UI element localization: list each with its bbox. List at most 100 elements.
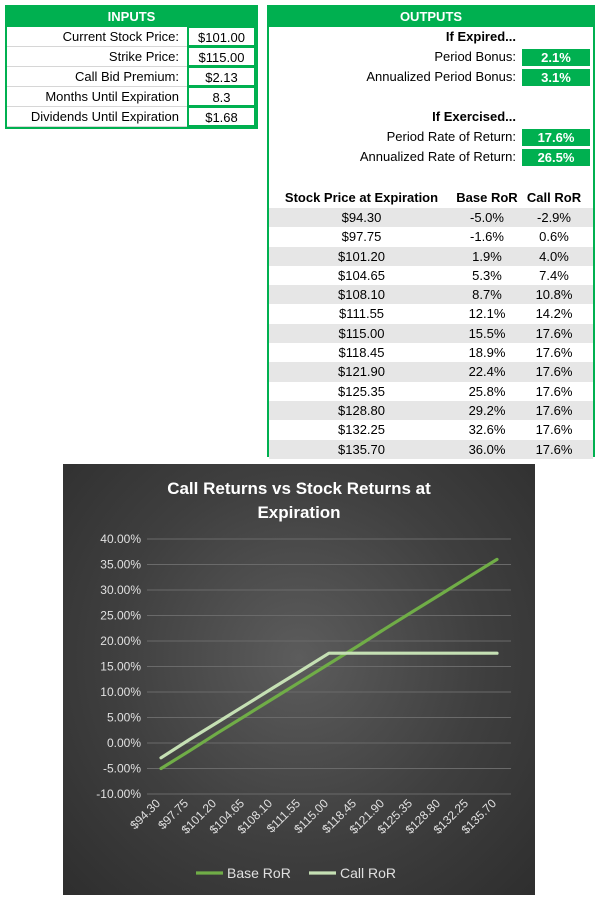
if-expired-heading: If Expired... (445, 29, 516, 44)
y-tick-label: 10.00% (100, 685, 141, 699)
annualized-ror-row: Annualized Rate of Return: 26.5% (269, 147, 593, 167)
stock-price-cell[interactable]: $135.70 (338, 441, 385, 457)
y-tick-label: 40.00% (100, 532, 141, 546)
stock-price-cell[interactable]: $108.10 (338, 287, 385, 303)
column-header-stock-price: Stock Price at Expiration (284, 190, 439, 205)
call-ror-cell[interactable]: 17.6% (535, 345, 573, 361)
y-tick-label: 30.00% (100, 583, 141, 597)
period-ror-value[interactable]: 17.6% (522, 129, 590, 146)
stock-price-cell[interactable]: $104.65 (338, 267, 385, 283)
table-row: $132.25 32.6% 17.6% (269, 420, 593, 439)
x-tick-label: $94.30 (127, 796, 163, 832)
current-stock-price-cell[interactable]: $101.00 (187, 27, 256, 47)
base-ror-cell[interactable]: -5.0% (470, 210, 504, 225)
column-header-call-ror: Call RoR (526, 190, 582, 205)
stock-price-cell[interactable]: $121.90 (338, 364, 385, 380)
base-ror-cell[interactable]: 12.1% (468, 306, 506, 322)
inputs-panel: INPUTS Current Stock Price: $101.00 Stri… (5, 5, 258, 129)
base-ror-cell[interactable]: 1.9% (472, 248, 502, 264)
input-label: Dividends Until Expiration (7, 107, 187, 127)
call-ror-cell[interactable]: 17.6% (535, 383, 573, 399)
call-ror-cell[interactable]: -2.9% (537, 210, 571, 225)
input-row-current-price: Current Stock Price: $101.00 (7, 27, 256, 47)
table-row: $121.90 22.4% 17.6% (269, 362, 593, 382)
returns-table: Stock Price at Expiration Base RoR Call … (269, 188, 593, 459)
base-ror-cell[interactable]: 36.0% (468, 441, 506, 457)
table-row: $108.10 8.7% 10.8% (269, 285, 593, 305)
base-ror-cell[interactable]: -1.6% (470, 229, 504, 245)
if-expired-row: If Expired... (269, 27, 593, 47)
stock-price-cell[interactable]: $97.75 (341, 229, 382, 245)
call-ror-cell[interactable]: 17.6% (535, 441, 573, 457)
base-ror-cell[interactable]: 25.8% (468, 383, 506, 399)
table-row: $118.45 18.9% 17.6% (269, 343, 593, 362)
y-tick-label: 0.00% (107, 736, 141, 750)
legend-base-ror-label: Base RoR (227, 865, 291, 881)
annualized-ror-label: Annualized Rate of Return: (359, 149, 516, 164)
call-ror-cell[interactable]: 17.6% (535, 402, 573, 418)
call-ror-cell[interactable]: 0.6% (539, 229, 569, 245)
input-label: Months Until Expiration (7, 87, 187, 107)
base-ror-cell[interactable]: 29.2% (468, 402, 506, 418)
outputs-panel: OUTPUTS If Expired... Period Bonus: 2.1%… (267, 5, 595, 459)
strike-price-cell[interactable]: $115.00 (187, 47, 256, 67)
annualized-bonus-value[interactable]: 3.1% (522, 69, 590, 86)
base-ror-cell[interactable]: 15.5% (468, 325, 506, 341)
stock-price-cell[interactable]: $132.25 (338, 422, 385, 438)
base-ror-cell[interactable]: 22.4% (468, 364, 506, 380)
stock-price-cell[interactable]: $128.80 (338, 402, 385, 418)
inputs-header: INPUTS (7, 7, 256, 27)
base-ror-line (159, 557, 499, 771)
base-ror-cell[interactable]: 18.9% (468, 345, 506, 361)
input-row-dividends: Dividends Until Expiration $1.68 (7, 107, 256, 127)
base-ror-cell[interactable]: 32.6% (468, 422, 506, 438)
input-label: Strike Price: (7, 47, 187, 67)
table-header-row: Stock Price at Expiration Base RoR Call … (269, 188, 593, 208)
table-body: $94.30 -5.0% -2.9% $97.75 -1.6% 0.6% $101.20 1.… (269, 208, 593, 459)
input-label: Call Bid Premium: (7, 67, 187, 87)
stock-price-cell[interactable]: $125.35 (338, 383, 385, 399)
table-row: $135.70 36.0% 17.6% (269, 439, 593, 459)
stock-price-cell[interactable]: $111.55 (338, 306, 385, 322)
stock-price-cell[interactable]: $94.30 (341, 210, 382, 225)
period-bonus-value[interactable]: 2.1% (522, 49, 590, 66)
table-row: $94.30 -5.0% -2.9% (269, 208, 593, 228)
stock-price-cell[interactable]: $115.00 (338, 325, 385, 341)
period-ror-label: Period Rate of Return: (386, 129, 516, 144)
if-exercised-row: If Exercised... (269, 107, 593, 127)
call-ror-cell[interactable]: 7.4% (539, 267, 569, 283)
annualized-bonus-label: Annualized Period Bonus: (366, 69, 516, 84)
stock-price-cell[interactable]: $118.45 (338, 345, 385, 361)
dividends-until-expiration-cell[interactable]: $1.68 (187, 107, 256, 127)
annualized-ror-value[interactable]: 26.5% (522, 149, 590, 166)
column-header-base-ror: Base RoR (456, 190, 518, 205)
table-row: $111.55 12.1% 14.2% (269, 304, 593, 323)
table-row: $115.00 15.5% 17.6% (269, 323, 593, 344)
call-ror-cell[interactable]: 10.8% (535, 287, 573, 303)
input-row-call-premium: Call Bid Premium: $2.13 (7, 67, 256, 87)
call-ror-cell[interactable]: 14.2% (535, 306, 573, 322)
base-ror-cell[interactable]: 5.3% (472, 267, 502, 283)
call-ror-cell[interactable]: 4.0% (539, 248, 569, 264)
annualized-bonus-row: Annualized Period Bonus: 3.1% (269, 67, 593, 87)
spacer (269, 87, 593, 107)
y-tick-label: 35.00% (100, 558, 141, 572)
table-row: $128.80 29.2% 17.6% (269, 400, 593, 421)
legend-call-ror-label: Call RoR (340, 865, 396, 881)
call-bid-premium-cell[interactable]: $2.13 (187, 67, 256, 87)
if-exercised-heading: If Exercised... (432, 109, 516, 124)
base-ror-cell[interactable]: 8.7% (472, 287, 502, 303)
call-ror-line (159, 651, 499, 760)
call-ror-cell[interactable]: 17.6% (535, 364, 573, 380)
table-row: $125.35 25.8% 17.6% (269, 382, 593, 401)
input-row-strike-price: Strike Price: $115.00 (7, 47, 256, 67)
y-tick-label: 5.00% (107, 711, 141, 725)
call-ror-cell[interactable]: 17.6% (535, 325, 573, 341)
y-tick-label: -5.00% (103, 762, 141, 776)
stock-price-cell[interactable]: $101.20 (338, 248, 385, 264)
months-until-expiration-cell[interactable]: 8.3 (187, 87, 256, 107)
y-tick-label: -10.00% (96, 787, 141, 801)
y-tick-label: 15.00% (100, 660, 141, 674)
chart-title-line: Call Returns vs Stock Returns at (167, 479, 431, 498)
call-ror-cell[interactable]: 17.6% (535, 422, 573, 438)
